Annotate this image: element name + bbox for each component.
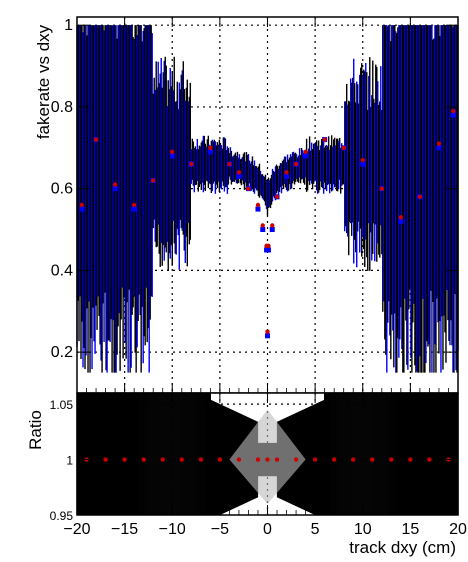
data-point-red bbox=[379, 186, 384, 191]
data-point-red bbox=[370, 457, 375, 462]
data-point-red bbox=[274, 457, 280, 462]
data-point-red bbox=[151, 178, 156, 183]
data-point-red bbox=[255, 202, 261, 208]
data-point-red bbox=[398, 215, 404, 220]
data-point-red bbox=[246, 186, 251, 191]
data-point-red bbox=[179, 457, 184, 462]
ratio-y-axis-title: Ratio bbox=[26, 410, 45, 450]
data-point-red bbox=[436, 141, 442, 146]
data-point-blue bbox=[255, 206, 261, 212]
data-point-blue bbox=[265, 247, 271, 253]
data-point-red bbox=[265, 457, 270, 462]
data-point-blue bbox=[360, 161, 366, 167]
main-panel: 0.2 0.4 0.6 0.8 1 bbox=[51, 16, 459, 394]
data-point-blue bbox=[303, 153, 309, 159]
data-point-blue bbox=[265, 333, 270, 339]
data-point-red bbox=[312, 457, 318, 462]
data-point-blue bbox=[284, 173, 290, 179]
data-point-blue bbox=[79, 206, 85, 212]
data-point-red bbox=[236, 457, 242, 462]
data-point-red bbox=[103, 457, 108, 462]
y-tick-label: 1 bbox=[64, 17, 73, 34]
data-point-red bbox=[293, 161, 299, 167]
data-point-blue bbox=[260, 227, 266, 233]
data-point-red bbox=[141, 457, 146, 462]
data-point-red bbox=[293, 457, 299, 462]
data-point-blue bbox=[112, 186, 118, 192]
ratio-uncertainty-band bbox=[229, 409, 306, 504]
data-point-red bbox=[266, 243, 271, 249]
data-point-red bbox=[260, 223, 265, 228]
data-point-red bbox=[417, 194, 423, 200]
data-point-red bbox=[408, 457, 413, 462]
y-tick-label: 1 bbox=[66, 454, 73, 468]
x-tick-label: −5 bbox=[211, 521, 229, 538]
ratio-panel: 0.95 1 1.05 −20 −15 −10 −5 0 5 10 15 20 bbox=[50, 392, 467, 538]
y-tick-label: 0.95 bbox=[50, 509, 74, 523]
data-point-red bbox=[236, 170, 242, 175]
main-y-axis-title: fakerate vs dxy bbox=[34, 24, 53, 140]
data-point-red bbox=[341, 145, 346, 150]
x-tick-label: −20 bbox=[63, 521, 90, 538]
data-point-blue bbox=[236, 173, 242, 179]
data-point-blue bbox=[207, 149, 213, 155]
data-point-red bbox=[189, 161, 194, 167]
data-point-red bbox=[79, 202, 84, 208]
data-point-red bbox=[170, 149, 175, 155]
data-point-red bbox=[227, 161, 232, 167]
y-tick-label: 0.2 bbox=[51, 344, 73, 361]
x-axis-title: track dxy (cm) bbox=[349, 538, 456, 557]
data-point-red bbox=[160, 457, 165, 462]
data-point-blue bbox=[450, 112, 456, 118]
x-tick-label: 5 bbox=[311, 521, 320, 538]
data-point-red bbox=[389, 457, 394, 462]
data-point-red bbox=[303, 149, 308, 155]
data-point-red bbox=[131, 202, 137, 208]
x-tick-label: −15 bbox=[111, 521, 138, 538]
data-point-red bbox=[265, 329, 270, 334]
data-point-red bbox=[217, 457, 223, 462]
data-point-red bbox=[427, 457, 432, 462]
data-point-red bbox=[198, 457, 204, 462]
y-tick-label: 0.4 bbox=[51, 262, 73, 279]
data-point-red bbox=[284, 170, 289, 175]
data-point-blue bbox=[131, 206, 137, 212]
data-point-red bbox=[274, 194, 280, 200]
data-point-red bbox=[112, 182, 118, 187]
x-tick-label: 0 bbox=[263, 521, 272, 538]
data-point-red bbox=[360, 157, 365, 163]
data-point-blue bbox=[436, 145, 442, 151]
data-point-red bbox=[322, 137, 327, 142]
data-point-red bbox=[351, 457, 356, 462]
x-tick-label: 10 bbox=[354, 521, 372, 538]
data-point-blue bbox=[169, 153, 175, 159]
y-tick-label: 0.8 bbox=[51, 99, 73, 116]
data-point-red bbox=[451, 108, 456, 114]
data-point-red bbox=[270, 223, 275, 228]
data-point-blue bbox=[398, 218, 404, 224]
x-tick-label: 20 bbox=[449, 521, 467, 538]
data-point-red bbox=[93, 137, 99, 142]
x-tick-label: 15 bbox=[401, 521, 419, 538]
data-point-red bbox=[208, 145, 213, 150]
data-point-red bbox=[255, 457, 261, 462]
y-tick-label: 0.6 bbox=[51, 181, 73, 198]
data-point-red bbox=[331, 457, 337, 462]
y-tick-label: 1.05 bbox=[50, 398, 74, 412]
data-point-blue bbox=[269, 227, 275, 233]
x-tick-label: −10 bbox=[159, 521, 186, 538]
data-point-red bbox=[122, 457, 127, 462]
